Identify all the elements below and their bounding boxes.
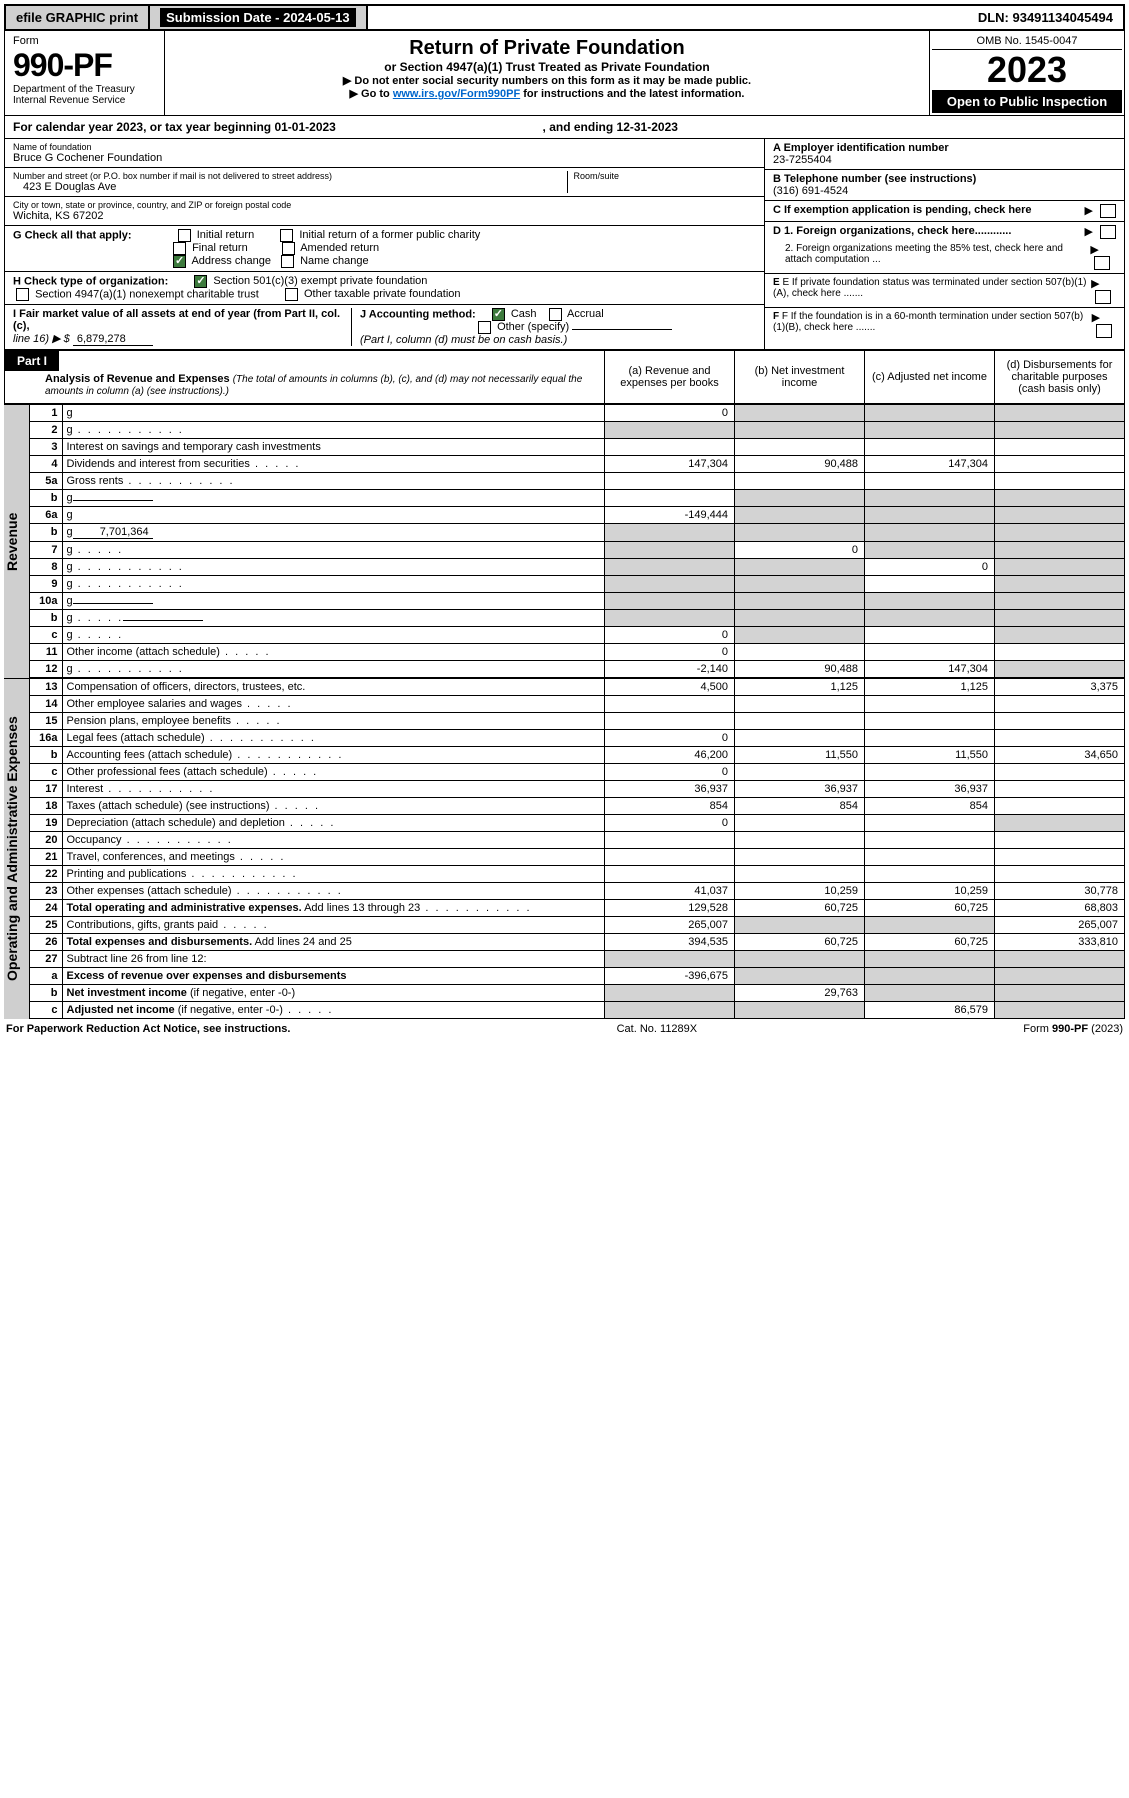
dept-treasury: Department of the Treasury xyxy=(13,84,156,95)
h-checks: H Check type of organization: Section 50… xyxy=(5,272,764,305)
city-cell: City or town, state or province, country… xyxy=(5,197,764,226)
e-cell: E E If private foundation status was ter… xyxy=(765,274,1124,308)
form-number: 990-PF xyxy=(13,47,156,84)
line-14: 14 Other employee salaries and wages xyxy=(30,695,1125,712)
year-block: OMB No. 1545-0047 2023 Open to Public In… xyxy=(929,31,1124,115)
street-cell: Number and street (or P.O. box number if… xyxy=(5,168,764,197)
open-public-badge: Open to Public Inspection xyxy=(932,90,1122,113)
line-8: 8 g 0 xyxy=(30,558,1125,575)
line-23: 23 Other expenses (attach schedule) 41,0… xyxy=(30,882,1125,899)
form-link[interactable]: www.irs.gov/Form990PF xyxy=(393,88,520,100)
check-initial[interactable] xyxy=(178,229,191,242)
line-17: 17 Interest 36,93736,93736,937 xyxy=(30,780,1125,797)
page-footer: For Paperwork Reduction Act Notice, see … xyxy=(4,1019,1125,1039)
f-cell: F F If the foundation is in a 60-month t… xyxy=(765,308,1124,341)
tax-year: 2023 xyxy=(932,50,1122,90)
line-16a: 16a Legal fees (attach schedule) 0 xyxy=(30,729,1125,746)
g-checks: G Check all that apply: Initial return I… xyxy=(5,226,764,272)
line-c: c Adjusted net income (if negative, ente… xyxy=(30,1001,1125,1018)
line-11: 11 Other income (attach schedule) 0 xyxy=(30,643,1125,660)
form-header: Form 990-PF Department of the Treasury I… xyxy=(4,31,1125,116)
line-b: b g xyxy=(30,609,1125,626)
check-f[interactable] xyxy=(1096,324,1112,338)
i-j-row: I Fair market value of all assets at end… xyxy=(5,305,764,349)
efile-label: efile GRAPHIC print xyxy=(6,6,150,29)
line-c: c Other professional fees (attach schedu… xyxy=(30,763,1125,780)
form-subtitle: or Section 4947(a)(1) Trust Treated as P… xyxy=(171,60,923,74)
form-id-block: Form 990-PF Department of the Treasury I… xyxy=(5,31,165,115)
line-26: 26 Total expenses and disbursements. Add… xyxy=(30,933,1125,950)
dln-label: DLN: 93491134045494 xyxy=(968,6,1123,29)
line-3: 3 Interest on savings and temporary cash… xyxy=(30,438,1125,455)
c-cell: C If exemption application is pending, c… xyxy=(765,201,1124,222)
line-1: 1 g 0 xyxy=(30,404,1125,421)
check-4947[interactable] xyxy=(16,288,29,301)
calendar-year-line: For calendar year 2023, or tax year begi… xyxy=(4,116,1125,139)
line-a: a Excess of revenue over expenses and di… xyxy=(30,967,1125,984)
check-other-taxable[interactable] xyxy=(285,288,298,301)
line-b: b g7,701,364 xyxy=(30,523,1125,541)
line-27: 27 Subtract line 26 from line 12: xyxy=(30,950,1125,967)
expenses-label: Operating and Administrative Expenses xyxy=(4,678,30,1019)
line-4: 4 Dividends and interest from securities… xyxy=(30,455,1125,472)
check-address-change[interactable] xyxy=(173,255,186,268)
check-name-change[interactable] xyxy=(281,255,294,268)
phone-cell: B Telephone number (see instructions) (3… xyxy=(765,170,1124,201)
expense-table: 13 Compensation of officers, directors, … xyxy=(30,678,1125,1019)
line-20: 20 Occupancy xyxy=(30,831,1125,848)
submission-date: Submission Date - 2024-05-13 xyxy=(150,6,368,29)
check-d1[interactable] xyxy=(1100,225,1116,239)
line-24: 24 Total operating and administrative ex… xyxy=(30,899,1125,916)
check-e[interactable] xyxy=(1095,290,1111,304)
line-b: b Net investment income (if negative, en… xyxy=(30,984,1125,1001)
revenue-label: Revenue xyxy=(4,404,30,678)
line-b: b Accounting fees (attach schedule) 46,2… xyxy=(30,746,1125,763)
footer-left: For Paperwork Reduction Act Notice, see … xyxy=(6,1023,290,1035)
check-amended[interactable] xyxy=(282,242,295,255)
line-7: 7 g 0 xyxy=(30,541,1125,558)
footer-right: Form 990-PF (2023) xyxy=(1023,1023,1123,1035)
footer-mid: Cat. No. 11289X xyxy=(617,1023,698,1035)
check-cash[interactable] xyxy=(492,308,505,321)
foundation-info: Name of foundation Bruce G Cochener Foun… xyxy=(4,139,1125,350)
line-5a: 5a Gross rents xyxy=(30,472,1125,489)
name-cell: Name of foundation Bruce G Cochener Foun… xyxy=(5,139,764,168)
line-25: 25 Contributions, gifts, grants paid 265… xyxy=(30,916,1125,933)
line-b: b g xyxy=(30,489,1125,506)
revenue-section: Revenue 1 g 0 2 g 3 Interest on savings … xyxy=(4,404,1125,678)
check-other-method[interactable] xyxy=(478,321,491,334)
top-bar: efile GRAPHIC print Submission Date - 20… xyxy=(4,4,1125,31)
form-note2: ▶ Go to www.irs.gov/Form990PF for instru… xyxy=(171,87,923,100)
omb-number: OMB No. 1545-0047 xyxy=(932,33,1122,50)
form-note1: ▶ Do not enter social security numbers o… xyxy=(171,74,923,87)
line-22: 22 Printing and publications xyxy=(30,865,1125,882)
ein-cell: A Employer identification number 23-7255… xyxy=(765,139,1124,170)
form-title: Return of Private Foundation xyxy=(171,37,923,60)
line-6a: 6a g -149,444 xyxy=(30,506,1125,523)
line-10a: 10a g xyxy=(30,592,1125,609)
line-21: 21 Travel, conferences, and meetings xyxy=(30,848,1125,865)
check-d2[interactable] xyxy=(1094,256,1110,270)
d-cell: D 1. Foreign organizations, check here..… xyxy=(765,222,1124,274)
check-initial-former[interactable] xyxy=(280,229,293,242)
line-13: 13 Compensation of officers, directors, … xyxy=(30,678,1125,695)
check-accrual[interactable] xyxy=(549,308,562,321)
form-title-block: Return of Private Foundation or Section … xyxy=(165,31,929,115)
revenue-table: 1 g 0 2 g 3 Interest on savings and temp… xyxy=(30,404,1125,678)
line-18: 18 Taxes (attach schedule) (see instruct… xyxy=(30,797,1125,814)
expenses-section: Operating and Administrative Expenses 13… xyxy=(4,678,1125,1019)
line-15: 15 Pension plans, employee benefits xyxy=(30,712,1125,729)
line-c: c g 0 xyxy=(30,626,1125,643)
check-501c3[interactable] xyxy=(194,275,207,288)
dept-irs: Internal Revenue Service xyxy=(13,95,156,106)
check-c[interactable] xyxy=(1100,204,1116,218)
line-9: 9 g xyxy=(30,575,1125,592)
form-label: Form xyxy=(13,35,156,47)
line-12: 12 g -2,14090,488147,304 xyxy=(30,660,1125,677)
line-2: 2 g xyxy=(30,421,1125,438)
line-19: 19 Depreciation (attach schedule) and de… xyxy=(30,814,1125,831)
